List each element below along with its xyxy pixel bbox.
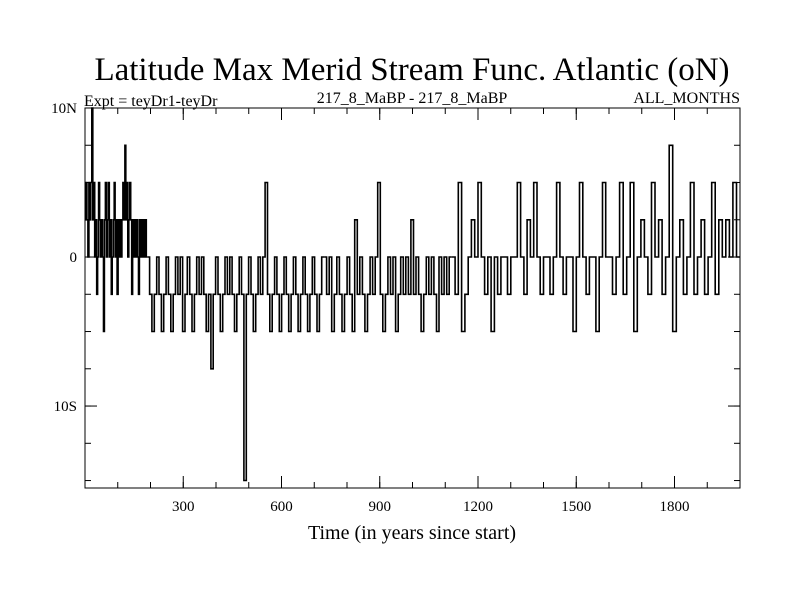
chart-title: Latitude Max Merid Stream Func. Atlantic… bbox=[94, 52, 729, 88]
chart-subtitle-center: 217_8_MaBP - 217_8_MaBP bbox=[317, 90, 508, 107]
x-tick-label: 1800 bbox=[660, 499, 690, 515]
series-line-segment bbox=[85, 107, 148, 333]
x-tick-label: 300 bbox=[172, 499, 195, 515]
x-tick-label: 1200 bbox=[463, 499, 493, 515]
series-line-segment bbox=[609, 144, 740, 333]
chart-subtitle-right: ALL_MONTHS bbox=[633, 90, 740, 107]
x-tick-label: 600 bbox=[270, 499, 293, 515]
y-tick-label: 0 bbox=[70, 250, 78, 266]
data-series bbox=[85, 107, 740, 482]
axis-ticks: 300 600 900 1200 1500 1800 10N 0 10S bbox=[51, 101, 740, 515]
series-line-segment bbox=[147, 181, 325, 482]
x-tick-label: 1500 bbox=[561, 499, 591, 515]
chart-subtitle-left: Expt = teyDr1-teyDr bbox=[84, 93, 218, 110]
x-tick-label: 900 bbox=[369, 499, 392, 515]
series-line-segment bbox=[451, 181, 609, 333]
x-axis-label: Time (in years since start) bbox=[308, 522, 516, 544]
y-tick-label: 10N bbox=[51, 101, 77, 117]
y-tick-label: 10S bbox=[54, 399, 77, 415]
series-line-segment bbox=[324, 181, 452, 333]
